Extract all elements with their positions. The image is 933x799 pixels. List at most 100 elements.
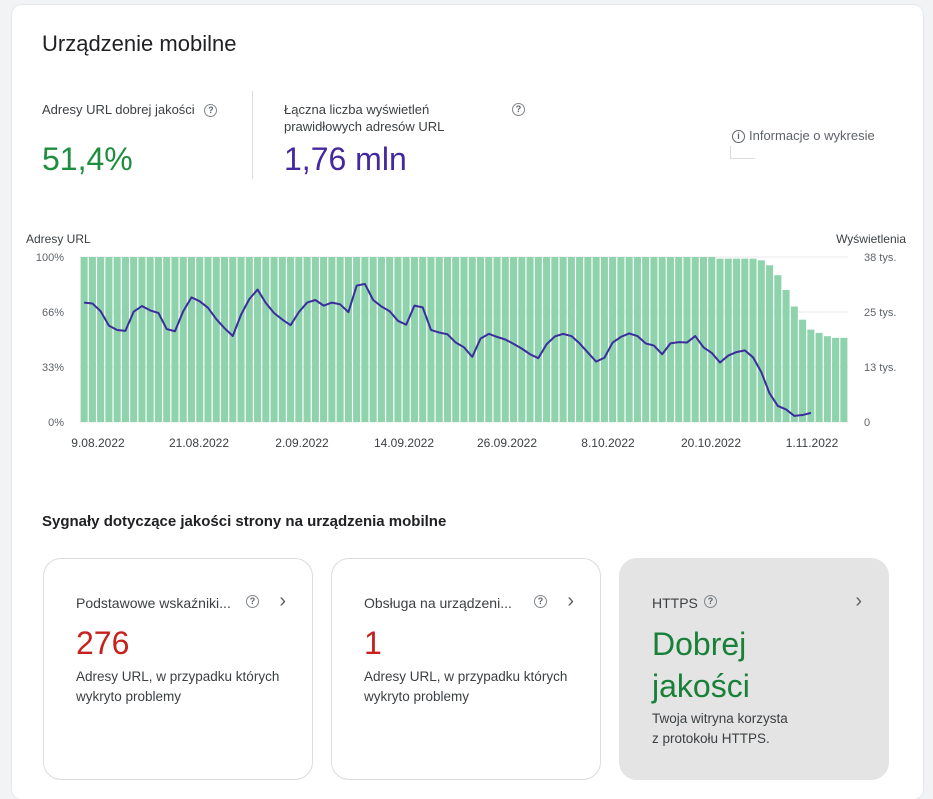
line-series [84,282,812,417]
bar [80,257,88,422]
x-tick-label: 26.09.2022 [477,436,537,450]
help-icon[interactable]: ? [246,595,259,608]
bar [369,257,377,422]
left-tick-label: 0% [48,417,64,429]
bar [245,257,253,422]
x-tick-label: 2.09.2022 [275,436,329,450]
bar [625,257,633,422]
signal-value-line2: jakości [652,668,750,704]
right-axis-label: Wyświetlenia [836,232,906,246]
bar [774,275,782,422]
left-tick-label: 66% [42,307,64,319]
bar [782,290,790,422]
x-tick-label: 9.08.2022 [71,436,125,450]
bar [510,257,518,422]
good-urls-value: 51,4% [42,141,133,177]
bar [105,257,113,422]
bar [633,257,641,422]
right-tick-label: 25 tys. [864,307,896,319]
chart-info-label: Informacje o wykresie [749,128,875,143]
bar [757,260,765,422]
signal-description-line1: Twoja witryna korzysta [652,711,788,726]
bar [146,257,154,422]
x-tick-label: 21.08.2022 [169,436,229,450]
bar [617,257,625,422]
bar [377,257,385,422]
signal-description-line2: z protokołu HTTPS. [652,731,770,746]
bar [229,257,237,422]
help-icon[interactable]: ? [512,103,525,116]
bar [311,257,319,422]
impressions-value: 1,76 mln [284,141,407,177]
bar [708,257,716,422]
impressions-line [84,282,812,417]
chevron-right-icon[interactable]: › [279,590,286,612]
bar [749,258,757,422]
bar [187,257,196,422]
bar [642,257,650,422]
bar [534,257,542,422]
bar [113,257,121,422]
bar [386,257,394,422]
bar [823,336,831,422]
signal-description: Adresy URL, w przypadku których wykryto … [364,667,594,707]
signals-title: Sygnały dotyczące jakości strony na urzą… [42,513,447,530]
bar [130,257,138,422]
bar [460,257,468,422]
bar [295,257,303,422]
bar [419,257,427,422]
chevron-right-icon[interactable]: › [855,590,862,612]
right-tick-label: 13 tys. [864,362,896,374]
right-tick-label: 0 [864,417,870,429]
signal-value: 276 [76,625,130,661]
bar [518,257,526,422]
bar [353,257,361,422]
bar [807,329,815,422]
left-tick-label: 100% [36,252,64,264]
bar [344,257,352,422]
bar [320,257,328,422]
chart-info-link[interactable]: i Informacje o wykresie [732,128,875,144]
bar [196,257,204,422]
bar [237,257,245,422]
signal-value: Dobrej jakości [652,623,750,707]
bar [584,257,592,422]
chevron-right-icon[interactable]: › [567,590,574,612]
bar [361,257,369,422]
bar [485,257,493,422]
impressions-label-line2: prawidłowych adresów URL [284,119,445,134]
help-icon[interactable]: ? [204,104,218,118]
bar [832,337,840,422]
bar [766,265,774,422]
bar [559,257,567,422]
mobile-report-card: Urządzenie mobilne Adresy URL dobrej jak… [12,5,923,799]
bar [526,257,534,422]
bar [493,257,501,422]
left-tick-label: 33% [42,362,64,374]
bar [328,257,336,422]
bar [666,257,674,422]
signal-description: Adresy URL, w przypadku których wykryto … [76,667,306,707]
bar [278,257,286,422]
signal-description-line1: Adresy URL, w przypadku których [76,669,280,684]
signal-card-https[interactable]: HTTPS ? › Dobrej jakości Twoja witryna k… [619,558,889,780]
bar [220,257,229,422]
signal-description-line2: wykryto problemy [76,689,182,704]
bar [410,257,418,422]
impressions-label-line1: Łączna liczba wyświetleń [284,102,430,117]
bar [443,257,452,422]
left-axis-label: Adresy URL [26,232,91,246]
signal-value: 1 [364,625,382,661]
signal-card-core-web-vitals[interactable]: Podstawowe wskaźniki... ? › 276 Adresy U… [43,558,313,780]
signal-card-mobile-usability[interactable]: Obsługa na urządzeni... ? › 1 Adresy URL… [331,558,601,780]
bar [592,257,600,422]
bar [262,257,270,422]
bar [212,257,220,422]
bar [88,257,96,422]
help-icon[interactable]: ? [704,595,717,608]
bar [254,257,262,422]
bar [691,257,699,422]
bar [394,257,402,422]
help-icon[interactable]: ? [534,595,547,608]
bar [468,257,476,422]
